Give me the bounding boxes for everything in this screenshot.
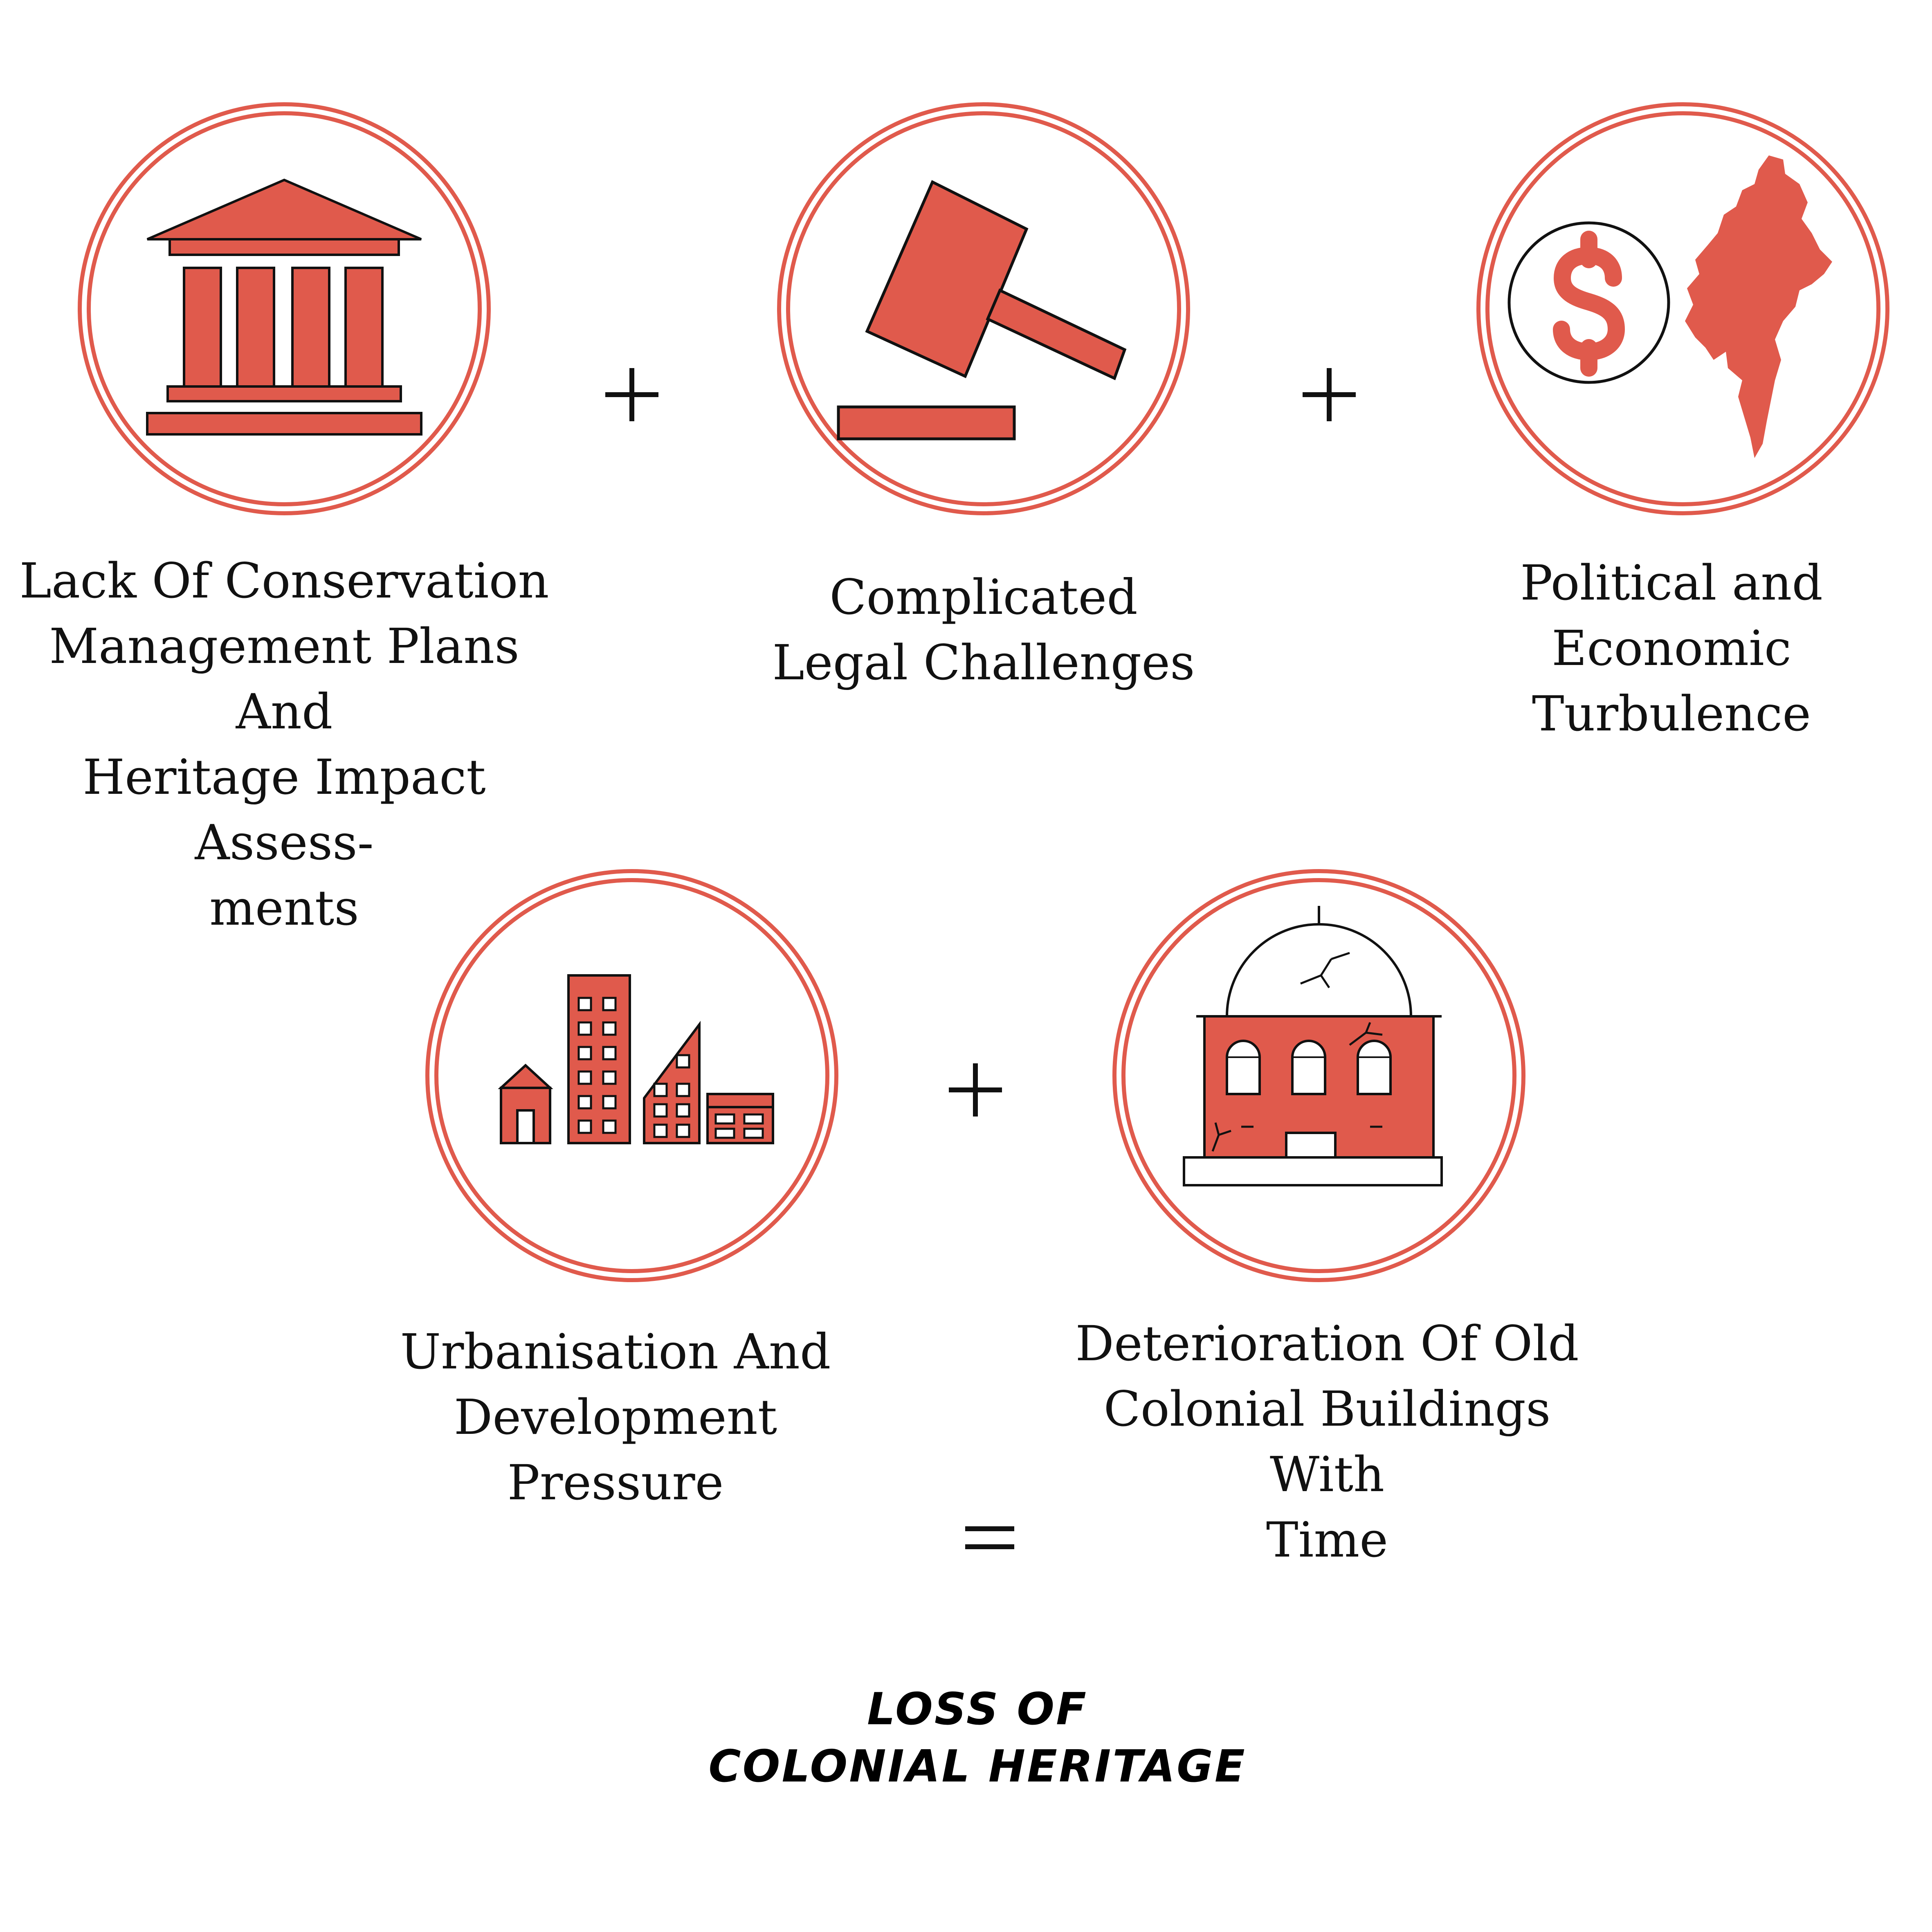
political-factor-icon-circle xyxy=(1472,98,1894,519)
political-factor-label: Political and Economic Turbulence xyxy=(1520,555,1823,742)
city-buildings-icon xyxy=(425,869,838,1282)
dollar-myanmar-map-icon xyxy=(1476,102,1889,515)
legal-factor-label: Complicated Legal Challenges xyxy=(772,569,1195,691)
result-title-line1: LOSS OF xyxy=(867,1684,1088,1735)
equals-operator xyxy=(949,1497,1031,1579)
urbanisation-factor-icon-circle xyxy=(421,865,842,1286)
result-title-line2: COLONIAL HERITAGE xyxy=(708,1741,1247,1792)
urbanisation-factor-label: Urbanisation And Development Pressure xyxy=(400,1323,831,1511)
dollar-coin-icon xyxy=(1507,221,1670,384)
plus-operator xyxy=(1288,354,1370,436)
deterioration-factor-label: Deterioration Of Old Colonial Buildings … xyxy=(1075,1315,1579,1568)
conservation-factor-label: Lack Of Conservation Management Plans An… xyxy=(19,553,549,936)
plus-operator xyxy=(591,354,673,436)
deterioration-factor-icon-circle xyxy=(1108,865,1530,1286)
conservation-factor-icon-circle xyxy=(74,98,495,519)
gavel-icon xyxy=(777,102,1190,515)
plus-operator xyxy=(935,1049,1016,1131)
cracked-colonial-building-icon xyxy=(1112,869,1525,1282)
result-title: LOSS OF COLONIAL HERITAGE xyxy=(638,1681,1317,1795)
institution-building-icon xyxy=(78,102,491,515)
myanmar-map-icon xyxy=(1685,155,1832,458)
legal-factor-icon-circle xyxy=(773,98,1194,519)
